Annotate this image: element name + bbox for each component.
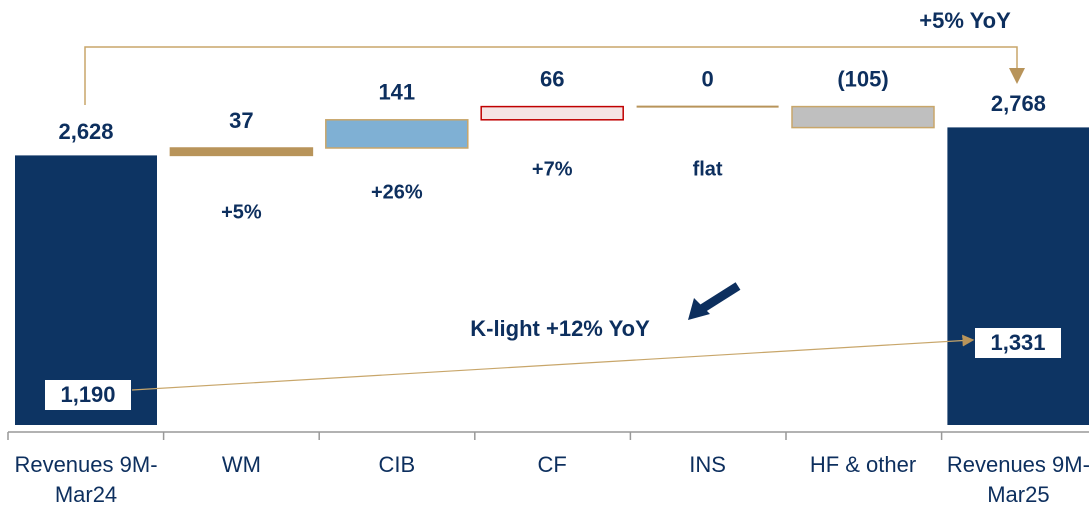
- growth-label: +7%: [532, 158, 573, 180]
- value-label: 66: [540, 66, 564, 91]
- bar: [480, 105, 624, 121]
- value-label: 2,768: [991, 91, 1046, 116]
- value-label: 141: [378, 80, 415, 105]
- x-tick-label: Revenues 9M-Mar25: [946, 452, 1089, 507]
- k-light-box: [45, 380, 131, 410]
- x-tick-label: HF & other: [809, 452, 917, 477]
- k-light-link: [131, 334, 975, 391]
- x-tick-label: CF: [537, 452, 567, 477]
- x-tick-label: WM: [221, 452, 261, 477]
- growth-label: +5%: [221, 201, 262, 223]
- bracket-arrow: [1009, 68, 1025, 84]
- bar: [947, 127, 1089, 426]
- k-light-box: [975, 328, 1061, 358]
- k-light-arrowhead: [688, 298, 710, 320]
- k-light-value: 1,331: [990, 330, 1045, 355]
- x-tick-label: CIB: [378, 452, 416, 477]
- bar: [325, 119, 469, 149]
- total-growth-label: +5% YoY: [919, 8, 1011, 33]
- k-light-arrow: [697, 282, 741, 314]
- value-label: 0: [701, 66, 713, 91]
- bar: [169, 147, 314, 157]
- value-label: (105): [837, 66, 888, 91]
- x-tick-label: Revenues 9M-Mar24: [14, 452, 158, 507]
- x-tick-label: INS: [689, 452, 726, 477]
- value-label: 37: [229, 108, 253, 133]
- k-light-value: 1,190: [60, 382, 115, 407]
- growth-bracket: [84, 46, 1018, 105]
- growth-label: +26%: [371, 181, 423, 203]
- k-light-label: K-light +12% YoY: [470, 316, 650, 341]
- value-label: 2,628: [58, 119, 113, 144]
- bar: [791, 105, 935, 129]
- growth-label: flat: [693, 158, 723, 180]
